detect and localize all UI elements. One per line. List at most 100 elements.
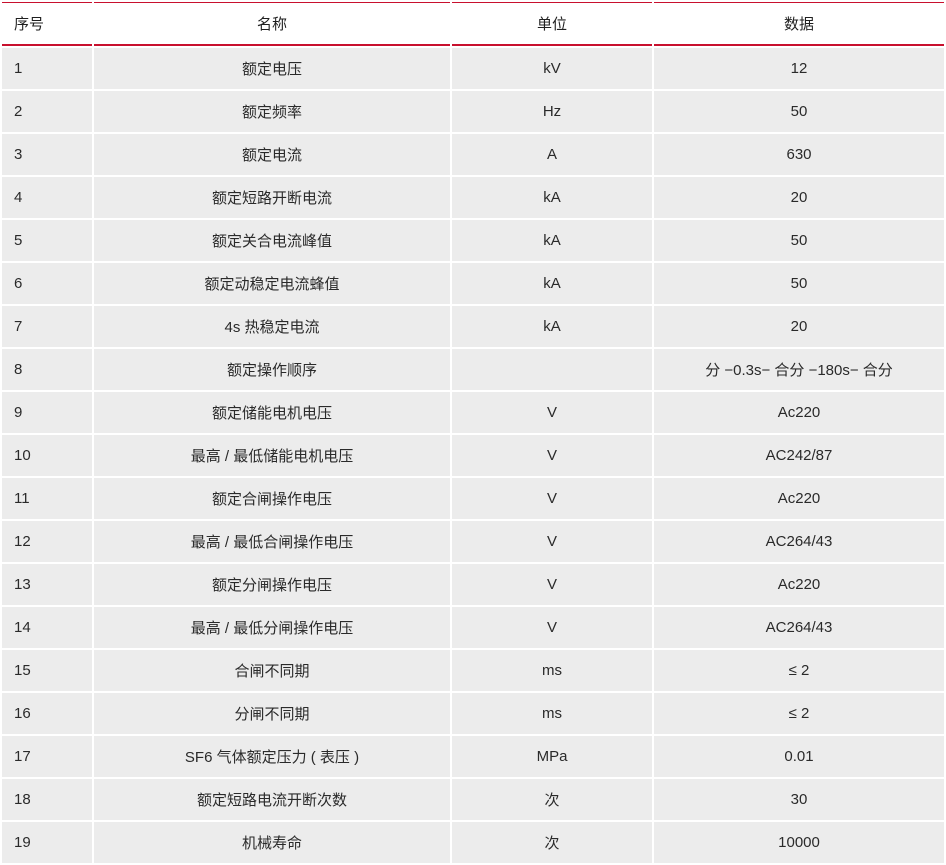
cell-name: 机械寿命 bbox=[94, 822, 450, 863]
cell-data: 630 bbox=[654, 134, 944, 175]
cell-seq: 12 bbox=[2, 521, 92, 562]
table-row: 6额定动稳定电流蜂值kA50 bbox=[2, 263, 944, 304]
table-body: 1额定电压kV122额定频率Hz503额定电流A6304额定短路开断电流kA20… bbox=[2, 48, 944, 863]
cell-name: 合闸不同期 bbox=[94, 650, 450, 691]
cell-seq: 4 bbox=[2, 177, 92, 218]
cell-data: ≤ 2 bbox=[654, 693, 944, 734]
cell-name: 最高 / 最低分闸操作电压 bbox=[94, 607, 450, 648]
cell-seq: 13 bbox=[2, 564, 92, 605]
table-row: 74s 热稳定电流kA20 bbox=[2, 306, 944, 347]
cell-data: 10000 bbox=[654, 822, 944, 863]
table-row: 15合闸不同期ms≤ 2 bbox=[2, 650, 944, 691]
cell-seq: 17 bbox=[2, 736, 92, 777]
table-row: 19机械寿命次10000 bbox=[2, 822, 944, 863]
table-row: 10最高 / 最低储能电机电压VAC242/87 bbox=[2, 435, 944, 476]
cell-data: AC264/43 bbox=[654, 607, 944, 648]
cell-seq: 7 bbox=[2, 306, 92, 347]
cell-data: 12 bbox=[654, 48, 944, 89]
table-row: 18额定短路电流开断次数次30 bbox=[2, 779, 944, 820]
cell-unit: kV bbox=[452, 48, 652, 89]
cell-name: 额定关合电流峰值 bbox=[94, 220, 450, 261]
cell-data: Ac220 bbox=[654, 564, 944, 605]
spec-table: 序号 名称 单位 数据 1额定电压kV122额定频率Hz503额定电流A6304… bbox=[0, 0, 946, 865]
table-row: 9额定储能电机电压VAc220 bbox=[2, 392, 944, 433]
table-row: 3额定电流A630 bbox=[2, 134, 944, 175]
cell-unit bbox=[452, 349, 652, 390]
cell-name: 最高 / 最低合闸操作电压 bbox=[94, 521, 450, 562]
cell-data: Ac220 bbox=[654, 392, 944, 433]
table-row: 8额定操作顺序 分 −0.3s− 合分 −180s− 合分 bbox=[2, 349, 944, 390]
cell-data: 20 bbox=[654, 177, 944, 218]
cell-name: 额定合闸操作电压 bbox=[94, 478, 450, 519]
cell-seq: 5 bbox=[2, 220, 92, 261]
table-row: 14最高 / 最低分闸操作电压VAC264/43 bbox=[2, 607, 944, 648]
cell-name: 额定动稳定电流蜂值 bbox=[94, 263, 450, 304]
cell-data: 30 bbox=[654, 779, 944, 820]
cell-seq: 19 bbox=[2, 822, 92, 863]
cell-unit: V bbox=[452, 521, 652, 562]
cell-seq: 1 bbox=[2, 48, 92, 89]
table-row: 11额定合闸操作电压VAc220 bbox=[2, 478, 944, 519]
cell-seq: 11 bbox=[2, 478, 92, 519]
cell-data: 50 bbox=[654, 263, 944, 304]
cell-data: 分 −0.3s− 合分 −180s− 合分 bbox=[654, 349, 944, 390]
cell-name: 额定储能电机电压 bbox=[94, 392, 450, 433]
cell-unit: V bbox=[452, 478, 652, 519]
header-row: 序号 名称 单位 数据 bbox=[2, 2, 944, 46]
cell-unit: kA bbox=[452, 220, 652, 261]
cell-unit: V bbox=[452, 392, 652, 433]
cell-data: AC242/87 bbox=[654, 435, 944, 476]
cell-seq: 8 bbox=[2, 349, 92, 390]
col-header-seq: 序号 bbox=[2, 2, 92, 46]
table-row: 17SF6 气体额定压力 ( 表压 )MPa0.01 bbox=[2, 736, 944, 777]
cell-seq: 14 bbox=[2, 607, 92, 648]
table-row: 12最高 / 最低合闸操作电压VAC264/43 bbox=[2, 521, 944, 562]
table-row: 1额定电压kV12 bbox=[2, 48, 944, 89]
table-row: 13额定分闸操作电压VAc220 bbox=[2, 564, 944, 605]
col-header-unit: 单位 bbox=[452, 2, 652, 46]
cell-name: 额定电压 bbox=[94, 48, 450, 89]
cell-data: 50 bbox=[654, 220, 944, 261]
cell-seq: 18 bbox=[2, 779, 92, 820]
table-row: 2额定频率Hz50 bbox=[2, 91, 944, 132]
table-row: 16分闸不同期ms≤ 2 bbox=[2, 693, 944, 734]
table-row: 5额定关合电流峰值kA50 bbox=[2, 220, 944, 261]
cell-name: 额定短路开断电流 bbox=[94, 177, 450, 218]
cell-data: Ac220 bbox=[654, 478, 944, 519]
col-header-name: 名称 bbox=[94, 2, 450, 46]
cell-name: 4s 热稳定电流 bbox=[94, 306, 450, 347]
cell-name: 额定频率 bbox=[94, 91, 450, 132]
cell-unit: kA bbox=[452, 177, 652, 218]
cell-unit: kA bbox=[452, 306, 652, 347]
cell-unit: V bbox=[452, 435, 652, 476]
cell-name: SF6 气体额定压力 ( 表压 ) bbox=[94, 736, 450, 777]
cell-data: 20 bbox=[654, 306, 944, 347]
cell-name: 最高 / 最低储能电机电压 bbox=[94, 435, 450, 476]
cell-name: 额定操作顺序 bbox=[94, 349, 450, 390]
table-row: 4额定短路开断电流kA20 bbox=[2, 177, 944, 218]
cell-unit: Hz bbox=[452, 91, 652, 132]
cell-name: 额定电流 bbox=[94, 134, 450, 175]
cell-unit: kA bbox=[452, 263, 652, 304]
cell-name: 分闸不同期 bbox=[94, 693, 450, 734]
cell-unit: 次 bbox=[452, 779, 652, 820]
col-header-data: 数据 bbox=[654, 2, 944, 46]
cell-data: AC264/43 bbox=[654, 521, 944, 562]
cell-seq: 10 bbox=[2, 435, 92, 476]
cell-seq: 16 bbox=[2, 693, 92, 734]
cell-unit: ms bbox=[452, 650, 652, 691]
cell-data: 0.01 bbox=[654, 736, 944, 777]
cell-unit: A bbox=[452, 134, 652, 175]
cell-seq: 9 bbox=[2, 392, 92, 433]
cell-seq: 2 bbox=[2, 91, 92, 132]
cell-seq: 6 bbox=[2, 263, 92, 304]
cell-unit: ms bbox=[452, 693, 652, 734]
cell-name: 额定分闸操作电压 bbox=[94, 564, 450, 605]
cell-seq: 3 bbox=[2, 134, 92, 175]
cell-data: ≤ 2 bbox=[654, 650, 944, 691]
cell-name: 额定短路电流开断次数 bbox=[94, 779, 450, 820]
cell-unit: MPa bbox=[452, 736, 652, 777]
cell-data: 50 bbox=[654, 91, 944, 132]
cell-unit: V bbox=[452, 607, 652, 648]
cell-seq: 15 bbox=[2, 650, 92, 691]
